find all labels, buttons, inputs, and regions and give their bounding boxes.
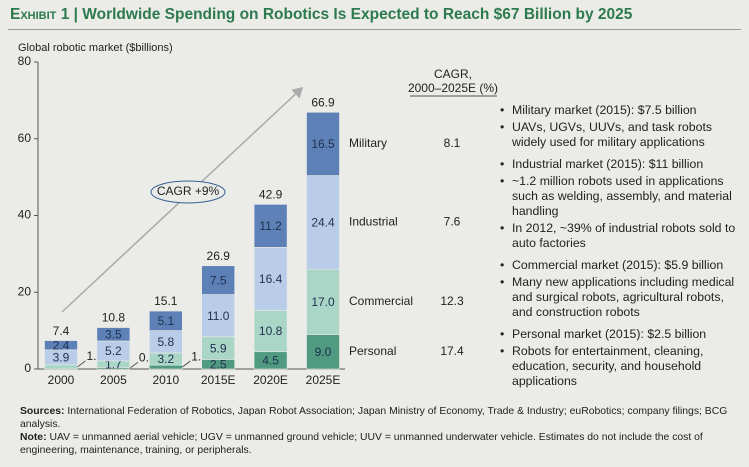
value-label: 11.0 — [207, 309, 230, 323]
note-group: Military market (2015): $7.5 billion UAVs… — [500, 103, 740, 150]
note-label: Note: — [20, 432, 47, 443]
cagr-value: 12.3 — [440, 294, 464, 308]
annotation: CAGR +9% — [157, 184, 220, 198]
value-label: 10.8 — [259, 324, 283, 338]
note-item: UAVs, UGVs, UUVs, and task robots widely… — [500, 120, 740, 150]
x-tick-label: 2005 — [100, 373, 127, 387]
total-label: 7.4 — [53, 324, 70, 338]
cagr-value: 7.6 — [444, 215, 461, 229]
note-item: Robots for entertainment, cleaning, educ… — [500, 344, 740, 389]
legend-label: Commercial — [349, 294, 413, 308]
value-label: 5.8 — [157, 335, 174, 349]
value-label: 2.5 — [210, 357, 227, 371]
notes: Military market (2015): $7.5 billion UAVs… — [500, 103, 740, 396]
value-label: 5.1 — [157, 314, 174, 328]
value-label: 2.4 — [53, 338, 70, 352]
value-label: 17.0 — [311, 295, 335, 309]
total-label: 10.8 — [102, 311, 126, 325]
legend-label: Military — [349, 136, 387, 150]
cagr-header: 2000–2025E (%) — [408, 81, 498, 95]
value-label: 16.5 — [311, 137, 335, 151]
cagr-value: 17.4 — [440, 344, 464, 358]
x-tick-label: 2020E — [253, 373, 288, 387]
bar-segment — [253, 204, 288, 248]
value-label: 11.2 — [259, 219, 282, 233]
y-axis-label: Global robotic market ($billions) — [18, 42, 173, 54]
value-label: 7.5 — [210, 273, 227, 287]
exhibit-label: Exhibit 1 — [10, 6, 70, 23]
bar-segment — [201, 294, 235, 338]
y-tick-label: 0 — [24, 361, 31, 375]
legend-label: Industrial — [349, 215, 398, 229]
leader-line — [182, 360, 191, 368]
value-label: 24.4 — [311, 216, 335, 230]
x-tick-label: 2000 — [48, 373, 75, 387]
note-item: ~1.2 million robots used in applications… — [500, 174, 740, 219]
y-tick-label: 60 — [18, 131, 32, 145]
chart-title: Worldwide Spending on Robotics Is Expect… — [82, 6, 633, 23]
y-tick-label: 80 — [18, 54, 32, 68]
total-label: 42.9 — [259, 188, 283, 202]
bar-segment — [44, 340, 78, 351]
note-item: Commercial market (2015): $5.9 billion — [500, 258, 740, 273]
bar-segment — [96, 327, 131, 342]
x-tick-label: 2010 — [152, 373, 179, 387]
cagr-value: 8.1 — [444, 136, 461, 150]
bar-segment — [201, 265, 235, 295]
leader-line — [129, 361, 139, 369]
total-label: 66.9 — [311, 95, 335, 109]
note-item: In 2012, ~39% of industrial robots sold … — [500, 221, 740, 251]
total-label: 26.9 — [207, 249, 231, 263]
chart: CAGR +9% Global robotic market ($billion… — [18, 42, 498, 387]
note-item: Military market (2015): $7.5 billion — [500, 103, 740, 118]
note-item: Industrial market (2015): $11 billion — [500, 157, 740, 172]
y-tick-label: 20 — [18, 284, 32, 298]
note-group: Industrial market (2015): $11 billion ~1.… — [500, 157, 740, 251]
value-label: 3.5 — [105, 327, 122, 341]
total-label: 15.1 — [154, 294, 178, 308]
rule — [8, 29, 741, 30]
y-tick-label: 40 — [18, 208, 32, 222]
sources: International Federation of Robotics, Ja… — [20, 406, 728, 430]
bar-segment — [44, 364, 78, 370]
footer: Sources: International Federation of Rob… — [20, 405, 732, 457]
bar-segment — [306, 111, 340, 176]
value-label: 3.9 — [53, 350, 70, 364]
leader-line — [77, 360, 86, 368]
note-item: Many new applications including medical … — [500, 275, 740, 320]
note-group: Commercial market (2015): $5.9 billion Ma… — [500, 258, 740, 320]
bar-segment — [149, 310, 183, 331]
cagr-header: CAGR, — [434, 67, 472, 81]
x-tick-label: 2015E — [201, 373, 236, 387]
x-tick-label: 2025E — [306, 373, 341, 387]
value-label: 5.2 — [105, 344, 122, 358]
note-item: Personal market (2015): $2.5 billion — [500, 327, 740, 342]
title-bar: Exhibit 1 | Worldwide Spending on Roboti… — [10, 6, 633, 23]
value-label: 16.4 — [259, 272, 283, 286]
note: UAV = unmanned aerial vehicle; UGV = unm… — [20, 432, 703, 456]
value-label: 3.2 — [157, 352, 174, 366]
annotation-oval — [150, 180, 226, 204]
value-label: 5.9 — [210, 341, 227, 355]
note-group: Personal market (2015): $2.5 billion Robo… — [500, 327, 740, 389]
sources-label: Sources: — [20, 406, 65, 417]
bar-segment — [253, 309, 288, 353]
legend-label: Personal — [349, 344, 396, 358]
value-label: 9.0 — [315, 345, 332, 359]
value-label: 4.5 — [262, 354, 279, 368]
